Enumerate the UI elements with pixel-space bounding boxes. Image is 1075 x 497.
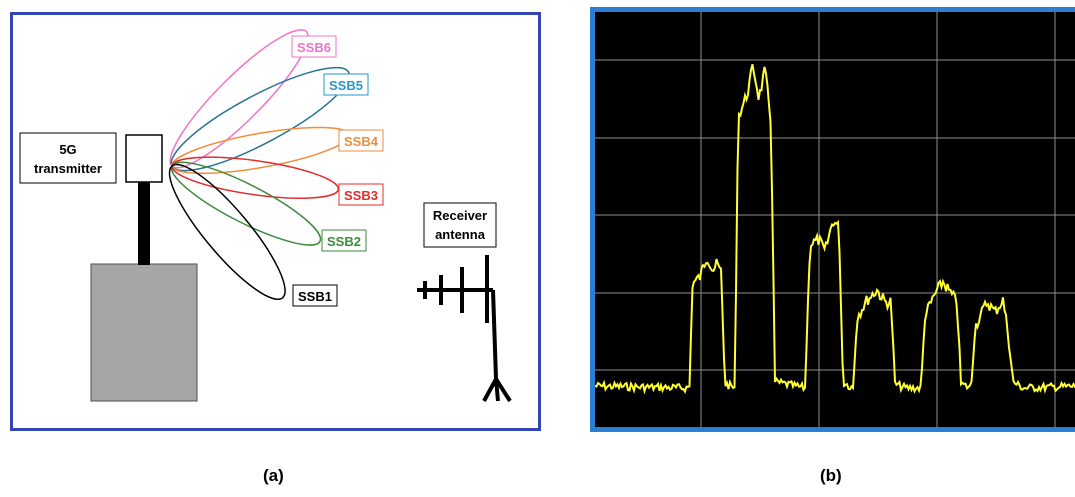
svg-text:5G: 5G — [59, 142, 76, 157]
spectrum-trace — [595, 64, 1075, 395]
beam-diagram-panel: 5G transmitter SSB6 SSB5 SSB4 SSB3 — [10, 12, 541, 431]
transmitter-head — [125, 134, 163, 183]
svg-text:antenna: antenna — [435, 227, 486, 242]
receiver-antenna-icon — [417, 255, 512, 403]
beam-diagram-svg: 5G transmitter SSB6 SSB5 SSB4 SSB3 — [19, 29, 512, 403]
beam-ssb3 — [171, 156, 340, 199]
svg-text:SSB2: SSB2 — [327, 234, 361, 249]
svg-text:SSB1: SSB1 — [298, 289, 332, 304]
ssb-beam-labels: SSB6 SSB5 SSB4 SSB3 SSB2 SSB1 — [291, 35, 384, 307]
caption-a: (a) — [263, 466, 284, 485]
svg-text:SSB3: SSB3 — [344, 188, 378, 203]
ssb4-label: SSB4 — [338, 129, 384, 152]
svg-text:transmitter: transmitter — [34, 161, 102, 176]
ssb1-label: SSB1 — [292, 284, 338, 307]
transmitter-base — [90, 263, 198, 402]
ssb5-label: SSB5 — [323, 73, 369, 96]
svg-text:Receiver: Receiver — [433, 208, 487, 223]
beam-ssb5 — [170, 66, 351, 172]
caption-b: (b) — [820, 466, 842, 485]
ssb2-label: SSB2 — [321, 229, 367, 252]
svg-text:SSB5: SSB5 — [329, 78, 363, 93]
ssb3-label: SSB3 — [338, 183, 384, 206]
svg-text:SSB4: SSB4 — [344, 134, 379, 149]
spectrum-grid — [595, 12, 1075, 427]
receiver-label: Receiver antenna — [423, 202, 497, 248]
beam-ssb1 — [168, 163, 286, 301]
ssb6-label: SSB6 — [291, 35, 337, 58]
svg-text:SSB6: SSB6 — [297, 40, 331, 55]
transmitter-mast — [138, 181, 150, 265]
ssb-beams — [168, 29, 351, 301]
spectrum-panel — [590, 7, 1075, 432]
transmitter-label: 5G transmitter — [19, 132, 117, 184]
spectrum-plot — [595, 12, 1075, 427]
